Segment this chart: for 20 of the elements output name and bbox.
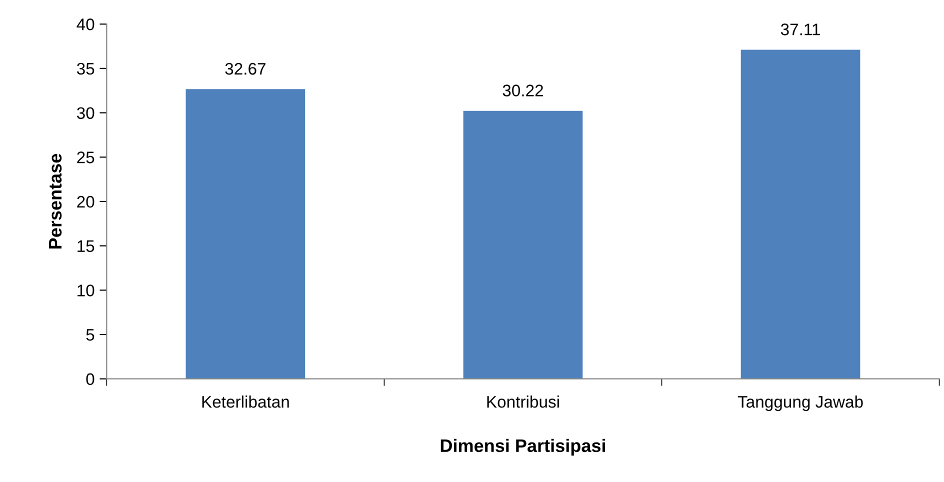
bar bbox=[186, 89, 306, 379]
y-axis-title: Persentase bbox=[49, 154, 62, 248]
data-label: 30.22 bbox=[502, 84, 543, 96]
data-label: 32.67 bbox=[225, 62, 266, 75]
y-tick-label: 30 bbox=[76, 107, 94, 119]
y-tick-label: 5 bbox=[86, 329, 94, 341]
data-label: 37.11 bbox=[780, 24, 820, 36]
x-axis-title: Dimensi Partisipasi bbox=[440, 438, 605, 456]
x-tick-label: Tanggung Jawab bbox=[738, 396, 863, 412]
x-tick-label: Keterlibatan bbox=[202, 396, 289, 408]
y-tick-label: 15 bbox=[78, 240, 94, 252]
y-tick-label: 0 bbox=[86, 373, 94, 386]
y-tick-label: 10 bbox=[78, 284, 94, 296]
y-tick-label: 35 bbox=[76, 62, 94, 75]
y-tick-label: 25 bbox=[77, 152, 94, 164]
y-tick-label: 40 bbox=[76, 18, 94, 30]
bar bbox=[740, 50, 860, 379]
x-tick-label: Kontribusi bbox=[487, 396, 559, 408]
y-tick-label: 20 bbox=[77, 196, 94, 208]
bar bbox=[463, 110, 583, 379]
